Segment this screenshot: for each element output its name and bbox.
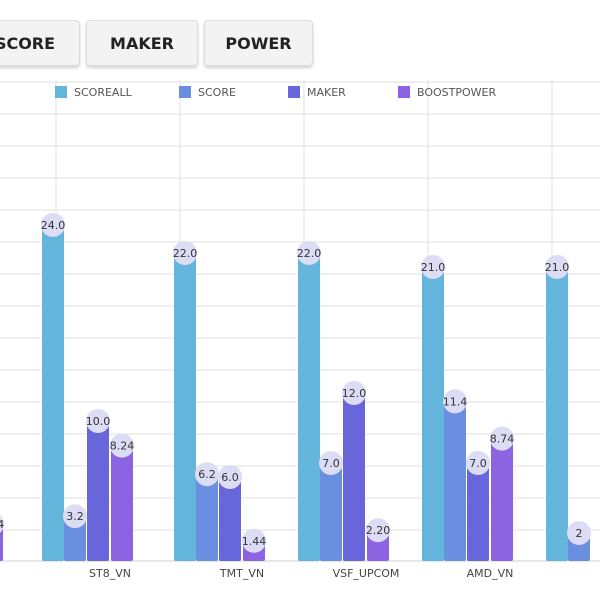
value-label: 22.0 (173, 247, 198, 260)
bar-boostpower[interactable] (491, 438, 513, 561)
value-label: 2.20 (366, 524, 391, 537)
value-label-bubble (242, 528, 266, 553)
legend-item-maker[interactable]: MAKER (288, 86, 346, 99)
value-label-bubble (86, 409, 110, 433)
bar-boostpower[interactable] (0, 524, 3, 561)
value-label-bubble (218, 465, 242, 489)
value-label-bubble (342, 381, 366, 405)
bar-maker[interactable] (87, 421, 109, 561)
value-label: 21.0 (545, 261, 570, 274)
value-label: 7.0 (322, 457, 340, 470)
value-label-bubble (490, 426, 514, 451)
chart-value-labels: 24.022.022.021.021.03.26.27.011.429.010.… (0, 213, 591, 553)
value-label-bubble (0, 515, 4, 533)
value-label: 2.64 (0, 518, 4, 531)
bar-scoreall[interactable] (42, 225, 64, 561)
value-label: 6.2 (198, 468, 216, 481)
legend-label: SCORE (198, 86, 236, 99)
value-label: 22.0 (297, 247, 322, 260)
tab-maker-button[interactable]: MAKER (86, 20, 198, 66)
value-label-bubble (319, 451, 343, 475)
legend-label: SCOREALL (74, 86, 133, 99)
tab-power-button[interactable]: POWER (204, 20, 313, 66)
value-label: 7.0 (469, 457, 487, 470)
x-tick-label: ST8_VN (89, 567, 131, 580)
value-label: 11.4 (443, 395, 468, 408)
chart-bars (0, 225, 590, 561)
bar-score[interactable] (196, 474, 218, 561)
value-label: 24.0 (41, 219, 66, 232)
value-label: 1.44 (242, 535, 267, 548)
value-label: 10.0 (86, 415, 111, 428)
x-tick-label: AMD_VN (467, 567, 514, 580)
value-label-bubble (173, 241, 197, 265)
legend-swatch (55, 86, 67, 98)
value-label: 8.74 (490, 433, 515, 446)
value-label-bubble (567, 521, 591, 545)
bar-scoreall[interactable] (174, 253, 196, 561)
bar-scoreall[interactable] (422, 267, 444, 561)
value-label-bubble (545, 255, 569, 279)
bar-maker[interactable] (467, 463, 489, 561)
legend-swatch (288, 86, 300, 98)
value-label-bubble (443, 389, 467, 414)
bar-score[interactable] (320, 463, 342, 561)
bar-maker[interactable] (219, 477, 241, 561)
chart-legend: SCOREALL SCORE MAKER BOOSTPOWER (55, 86, 496, 99)
value-label-bubble (110, 433, 134, 458)
value-label-bubble (421, 255, 445, 279)
value-label-bubble (195, 462, 219, 487)
legend-item-boostpower[interactable]: BOOSTPOWER (398, 86, 496, 99)
value-label-bubble (297, 241, 321, 265)
value-label-bubble (63, 504, 87, 529)
legend-item-scoreall[interactable]: SCOREALL (55, 86, 133, 99)
legend-swatch (398, 86, 410, 98)
x-tick-label: VSF_UPCOM (333, 567, 400, 580)
bar-scoreall[interactable] (298, 253, 320, 561)
legend-label: MAKER (307, 86, 346, 99)
value-label-bubble (41, 213, 65, 237)
value-label-bubble (366, 518, 390, 543)
value-label: 2 (576, 527, 583, 540)
bar-score[interactable] (64, 516, 86, 561)
bar-boostpower[interactable] (111, 445, 133, 561)
bar-score[interactable] (444, 401, 466, 561)
value-label: 3.2 (66, 510, 84, 523)
legend-swatch (179, 86, 191, 98)
bar-maker[interactable] (343, 393, 365, 561)
value-label-bubble (466, 451, 490, 475)
legend-item-score[interactable]: SCORE (179, 86, 236, 99)
tab-score-button[interactable]: SCORE (0, 20, 80, 66)
value-label: 12.0 (342, 387, 367, 400)
value-label: 21.0 (421, 261, 446, 274)
value-label: 8.24 (110, 440, 135, 453)
value-label: 6.0 (221, 471, 239, 484)
legend-label: BOOSTPOWER (417, 86, 496, 99)
bar-scoreall[interactable] (546, 267, 568, 561)
x-tick-label: TMT_VN (219, 567, 264, 580)
